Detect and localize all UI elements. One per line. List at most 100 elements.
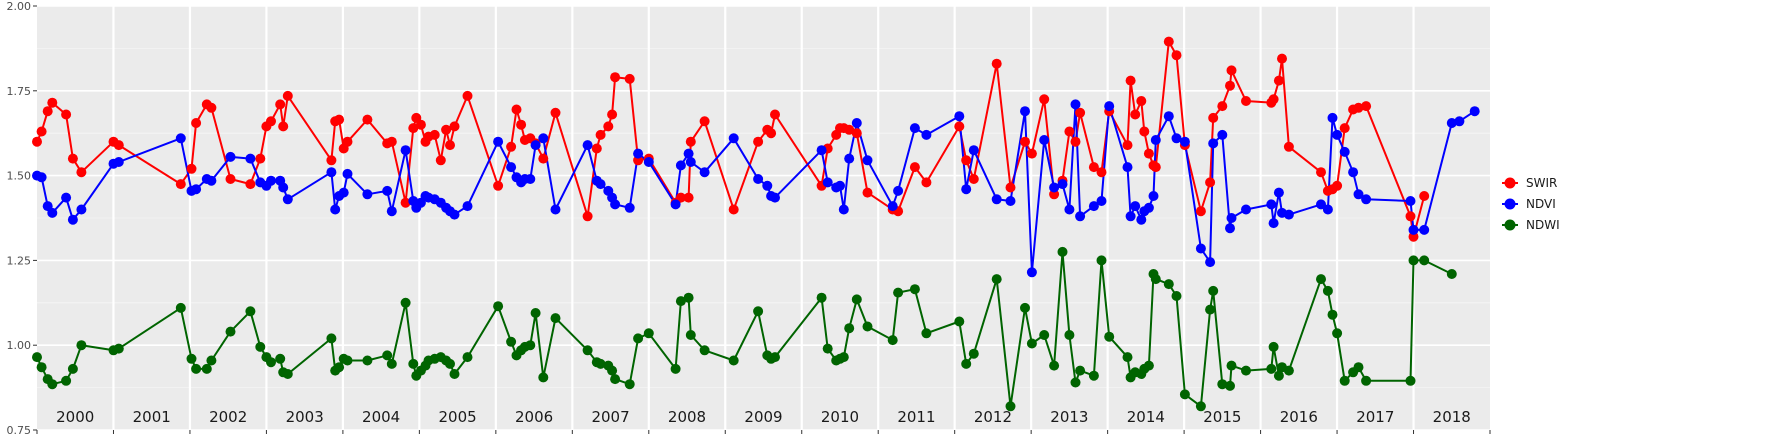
data-point-ndwi	[1225, 380, 1235, 391]
data-point-ndwi	[1020, 302, 1030, 313]
data-point-ndvi	[816, 145, 827, 156]
data-point-ndvi	[1241, 204, 1251, 215]
data-point-ndwi	[699, 345, 710, 356]
data-point-ndwi	[445, 358, 455, 369]
data-point-swir	[61, 109, 72, 120]
data-point-ndvi	[530, 140, 541, 151]
year-label: 2011	[897, 408, 935, 426]
data-point-ndvi	[1469, 106, 1480, 117]
data-point-ndvi	[400, 145, 411, 156]
data-point-ndvi	[1195, 243, 1206, 254]
data-point-swir	[961, 155, 972, 166]
data-point-ndwi	[991, 274, 1002, 285]
data-point-ndwi	[1226, 360, 1237, 371]
data-point-ndvi	[670, 199, 681, 210]
data-point-ndwi	[47, 379, 58, 390]
data-point-ndvi	[1064, 204, 1075, 215]
data-point-ndwi	[186, 353, 197, 364]
data-point-swir	[429, 129, 440, 140]
data-point-swir	[1171, 50, 1182, 61]
data-point-ndvi	[113, 157, 124, 167]
data-point-ndvi	[954, 111, 965, 122]
data-point-swir	[186, 163, 197, 174]
data-point-swir	[1283, 141, 1294, 152]
data-point-swir	[334, 114, 345, 125]
data-point-ndvi	[595, 179, 606, 190]
data-point-ndvi	[1316, 199, 1326, 210]
data-point-ndwi	[607, 365, 618, 376]
data-point-swir	[191, 118, 202, 128]
data-point-ndvi	[887, 201, 898, 212]
data-point-ndvi	[266, 175, 276, 186]
data-point-swir	[462, 90, 473, 101]
data-point-ndwi	[206, 355, 217, 366]
data-point-swir	[47, 97, 58, 108]
data-point-swir	[32, 136, 42, 147]
data-point-ndwi	[1005, 401, 1016, 412]
data-point-ndvi	[1339, 146, 1350, 157]
data-point-ndwi	[382, 350, 393, 361]
data-point-ndwi	[1332, 328, 1343, 339]
data-point-ndvi	[326, 167, 337, 178]
data-point-ndvi	[961, 184, 972, 195]
data-point-ndvi	[1419, 224, 1430, 235]
data-point-ndvi	[1266, 199, 1277, 210]
data-point-ndvi	[342, 168, 353, 179]
data-point-ndwi	[685, 330, 696, 340]
data-point-ndvi	[1225, 223, 1235, 234]
data-point-swir	[1195, 206, 1206, 217]
data-point-ndwi	[525, 340, 536, 351]
data-point-swir	[685, 136, 696, 147]
data-point-swir	[1268, 94, 1279, 105]
data-point-swir	[36, 126, 47, 137]
y-tick-label: 1.75	[7, 85, 32, 98]
data-point-swir	[1339, 123, 1350, 134]
legend: SWIR NDVI NDWI	[1502, 176, 1560, 232]
data-point-ndwi	[493, 301, 504, 312]
data-point-ndwi	[1316, 274, 1326, 285]
data-point-ndwi	[816, 292, 827, 303]
data-point-ndvi	[550, 204, 561, 215]
data-point-ndwi	[462, 352, 473, 363]
data-point-ndwi	[1327, 309, 1338, 320]
data-point-ndwi	[1446, 269, 1457, 279]
data-point-swir	[909, 162, 920, 173]
data-point-swir	[1361, 101, 1372, 112]
data-point-ndvi	[851, 118, 862, 128]
data-point-swir	[493, 180, 504, 191]
data-point-swir	[1139, 126, 1150, 137]
data-point-ndwi	[400, 297, 411, 308]
data-point-ndwi	[1266, 363, 1277, 374]
legend-key-ndwi	[1504, 219, 1516, 231]
data-point-ndvi	[675, 160, 686, 171]
data-point-ndwi	[1205, 304, 1216, 315]
data-point-ndwi	[683, 292, 694, 303]
data-point-swir	[1353, 102, 1364, 113]
data-point-ndwi	[1217, 379, 1228, 390]
data-point-ndvi	[1353, 189, 1364, 200]
data-point-swir	[1225, 80, 1235, 91]
data-point-swir	[206, 102, 217, 113]
year-label: 2016	[1280, 408, 1318, 426]
data-point-swir	[400, 197, 411, 208]
data-point-ndwi	[530, 308, 541, 318]
data-point-ndwi	[1096, 255, 1107, 266]
year-label: 2013	[1050, 408, 1088, 426]
data-point-swir	[766, 128, 777, 139]
year-label: 2014	[1127, 408, 1165, 426]
data-point-swir	[770, 109, 780, 120]
data-point-ndwi	[633, 333, 644, 344]
data-point-ndwi	[1075, 365, 1086, 376]
data-point-ndvi	[762, 180, 773, 191]
data-point-ndwi	[624, 379, 635, 390]
data-point-swir	[607, 109, 618, 120]
data-point-ndvi	[1088, 201, 1099, 212]
data-point-ndvi	[1057, 179, 1068, 190]
data-point-ndvi	[1163, 111, 1174, 122]
data-point-ndvi	[76, 204, 87, 215]
data-point-ndwi	[582, 345, 593, 356]
data-point-ndvi	[582, 140, 593, 151]
data-point-swir	[113, 140, 124, 151]
data-point-ndvi	[991, 194, 1002, 205]
data-point-ndwi	[921, 328, 932, 339]
